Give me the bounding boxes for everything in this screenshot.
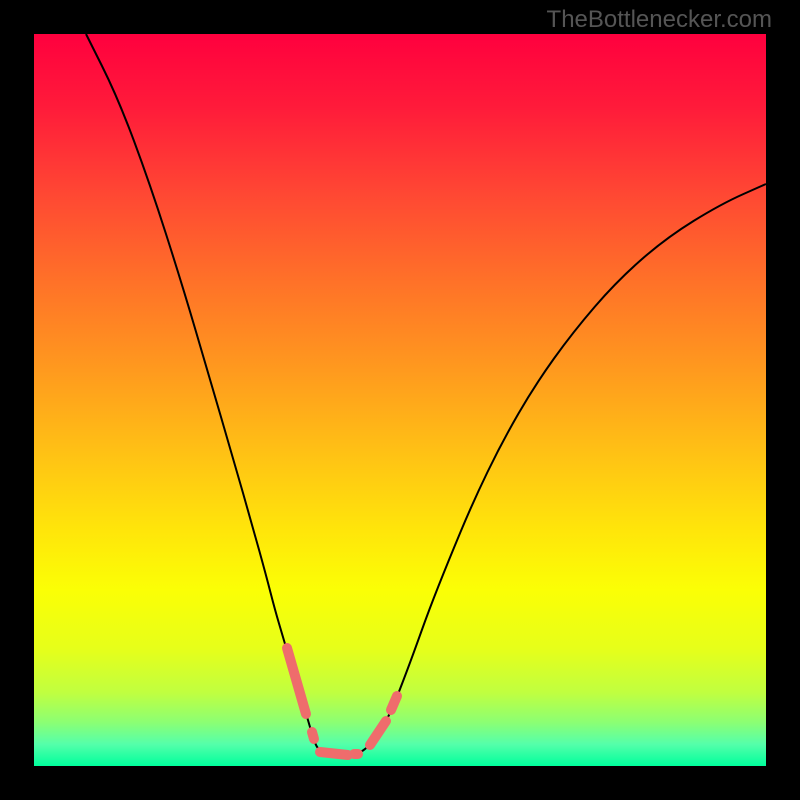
highlight-segment xyxy=(370,721,386,745)
highlight-segment xyxy=(320,752,348,755)
watermark-text: TheBottlenecker.com xyxy=(547,6,772,34)
chart-container: TheBottlenecker.com xyxy=(0,0,800,800)
highlight-segment xyxy=(312,732,314,739)
highlight-segment xyxy=(391,696,397,710)
highlight-segment xyxy=(287,648,306,714)
bottleneck-curve xyxy=(86,34,766,755)
plot-area xyxy=(34,34,766,766)
curve-layer xyxy=(34,34,766,766)
highlighted-segments xyxy=(287,648,397,755)
